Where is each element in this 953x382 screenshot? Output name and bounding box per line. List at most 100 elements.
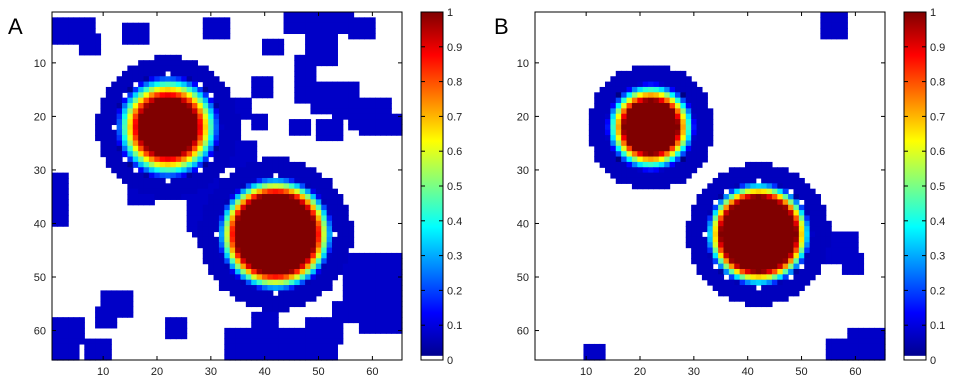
heatmap-cell [599, 140, 606, 147]
heatmap-cell [825, 338, 832, 345]
heatmap-cell [105, 113, 112, 120]
heatmap-cell [95, 322, 102, 329]
heatmap-cell [332, 86, 338, 93]
heatmap-cell [739, 215, 746, 222]
heatmap-cell [337, 311, 344, 318]
heatmap-cell [353, 28, 360, 35]
heatmap-cell [788, 252, 795, 259]
heatmap-cell [755, 242, 762, 249]
heatmap-cell [267, 86, 274, 93]
heatmap-cell [278, 183, 285, 190]
heatmap-cell [245, 167, 252, 174]
heatmap-cell [375, 129, 382, 136]
heatmap-cell [380, 285, 387, 291]
heatmap-cell [256, 172, 263, 179]
heatmap-cell [696, 204, 703, 211]
heatmap-cell [815, 242, 821, 249]
heatmap-cell [315, 258, 322, 265]
heatmap-cell [696, 226, 703, 233]
heatmap-cell [116, 156, 123, 163]
heatmap-cell [245, 199, 252, 206]
heatmap-cell [642, 135, 649, 142]
heatmap-cell [186, 135, 193, 142]
heatmap-cell [745, 161, 751, 168]
heatmap-cell [771, 274, 778, 281]
heatmap-cell [245, 349, 252, 356]
heatmap-cell [267, 258, 274, 265]
heatmap-cell [159, 54, 166, 61]
heatmap-cell [332, 349, 338, 356]
heatmap-cell [712, 210, 719, 217]
heatmap-cell [755, 188, 762, 195]
heatmap-cell [170, 188, 177, 195]
heatmap-cell [159, 119, 166, 126]
heatmap-cell [229, 285, 236, 291]
heatmap-cell [321, 322, 328, 329]
heatmap-cell [804, 220, 811, 227]
heatmap-cell [262, 274, 268, 281]
heatmap-cell [712, 252, 719, 259]
heatmap-cell [224, 140, 231, 147]
heatmap-cell [750, 258, 757, 265]
heatmap-cell [364, 252, 371, 259]
heatmap-cell [181, 151, 188, 158]
heatmap-cell [315, 124, 322, 131]
heatmap-cell [251, 268, 258, 275]
heatmap-cell [159, 60, 166, 67]
heatmap-panel-a: 10 20 30 40 50 6010203040506000.10.20.30.40.5… [34, 7, 463, 378]
heatmap-cell [229, 258, 236, 265]
heatmap-cell [653, 70, 660, 77]
heatmap-cell [809, 236, 816, 243]
heatmap-cell [675, 113, 681, 120]
heatmap-cell [105, 108, 112, 115]
heatmap-cell [100, 151, 107, 158]
heatmap-cell [793, 188, 800, 195]
heatmap-cell [52, 172, 58, 179]
heatmap-cell [648, 129, 655, 136]
heatmap-cell [831, 17, 838, 24]
heatmap-cell [605, 156, 611, 163]
heatmap-cell [186, 86, 193, 93]
heatmap-cell [321, 86, 328, 93]
heatmap-cell [95, 338, 102, 345]
heatmap-cell [755, 226, 762, 233]
heatmap-cell [348, 301, 355, 308]
heatmap-cell [380, 119, 387, 126]
heatmap-cell [342, 12, 349, 18]
heatmap-cell [610, 97, 617, 104]
heatmap-cell [170, 97, 177, 104]
heatmap-cell [326, 215, 333, 222]
heatmap-cell [229, 108, 236, 115]
heatmap-cell [224, 177, 231, 184]
heatmap-cell [245, 268, 252, 275]
heatmap-cell [358, 108, 365, 115]
heatmap-cell [745, 268, 751, 275]
heatmap-cell [299, 226, 306, 233]
heatmap-cell [105, 86, 112, 93]
heatmap-cell [138, 129, 145, 136]
heatmap-cell [262, 76, 268, 83]
heatmap-cell [283, 338, 290, 345]
heatmap-cell [648, 124, 655, 131]
heatmap-cell [213, 274, 220, 281]
heatmap-cell [588, 349, 595, 356]
heatmap-cell [353, 103, 360, 109]
heatmap-cell [847, 231, 854, 238]
heatmap-cell [669, 161, 676, 168]
heatmap-cell [745, 226, 751, 233]
colorbar-tick-label: 0.3 [930, 251, 945, 263]
heatmap-cell [342, 210, 349, 217]
heatmap-cell [310, 70, 317, 77]
heatmap-cell [358, 285, 365, 291]
heatmap-cell [122, 38, 128, 45]
heatmap-cell [116, 129, 123, 136]
heatmap-cell [761, 258, 768, 265]
heatmap-cell [841, 343, 848, 350]
heatmap-cell [57, 349, 64, 356]
heatmap-cell [321, 263, 328, 270]
colorbar-tick-label: 0 [447, 355, 453, 367]
heatmap-cell [288, 252, 295, 259]
heatmap-cell [283, 252, 290, 259]
heatmap-cell [841, 354, 848, 361]
heatmap-cell [631, 92, 638, 99]
